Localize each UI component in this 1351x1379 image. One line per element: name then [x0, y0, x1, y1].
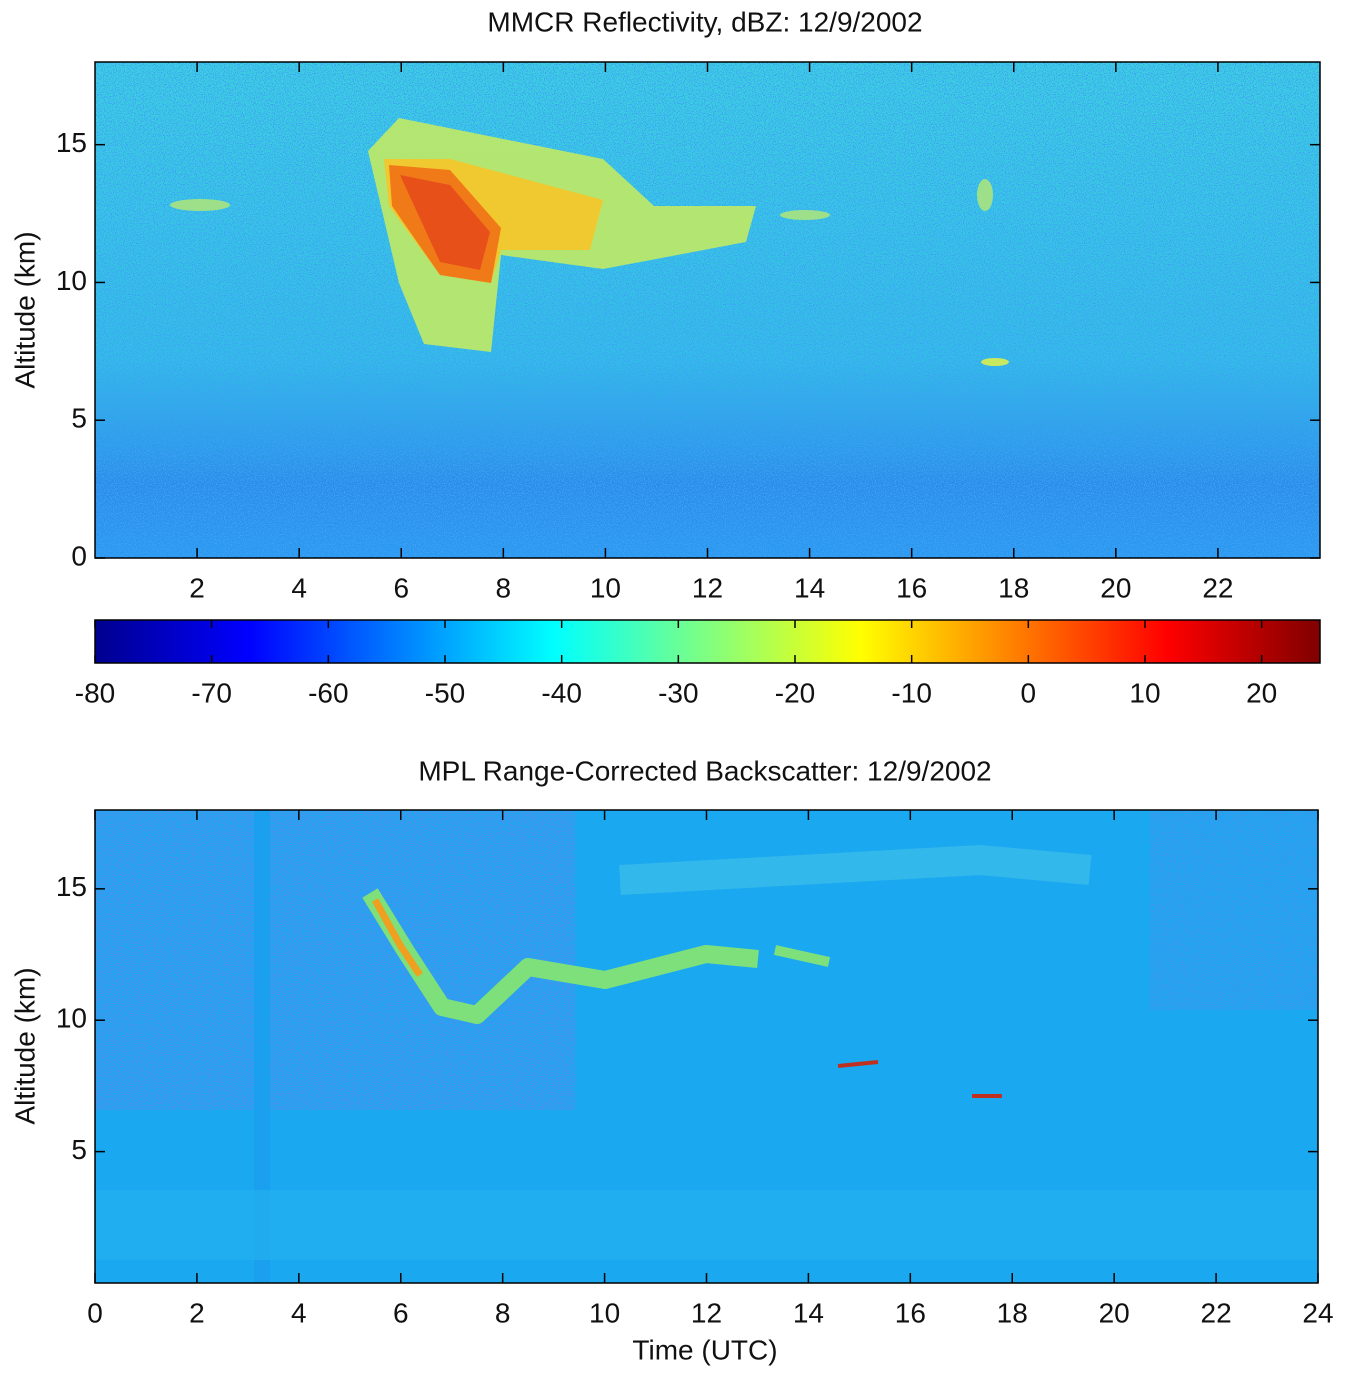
y-tick-label: 15 [56, 871, 87, 902]
y-tick-label: 10 [56, 1003, 87, 1034]
x-tick-label: 20 [1099, 1297, 1130, 1328]
x-tick-label: 10 [589, 1297, 620, 1328]
y-axis-label: Altitude (km) [9, 967, 40, 1124]
x-tick-label: 10 [590, 572, 621, 603]
x-tick-label: 2 [189, 572, 205, 603]
colorbar-tick-label: -20 [775, 677, 815, 708]
colorbar-tick-label: -10 [891, 677, 931, 708]
x-tick-label: 4 [291, 572, 307, 603]
colorbar-tick-label: -50 [425, 677, 465, 708]
x-tick-label: 6 [393, 1297, 409, 1328]
x-tick-label: 2 [189, 1297, 205, 1328]
y-tick-label: 5 [71, 403, 87, 434]
x-tick-label: 22 [1202, 572, 1233, 603]
x-tick-label: 8 [495, 1297, 511, 1328]
y-tick-label: 15 [56, 127, 87, 158]
y-tick-label: 5 [71, 1134, 87, 1165]
x-tick-label: 24 [1302, 1297, 1333, 1328]
x-tick-label: 4 [291, 1297, 307, 1328]
y-tick-label: 10 [56, 265, 87, 296]
x-tick-label: 8 [496, 572, 512, 603]
x-tick-label: 16 [895, 1297, 926, 1328]
colorbar-tick-label: -40 [541, 677, 581, 708]
x-tick-label: 20 [1100, 572, 1131, 603]
backscatter-image [95, 810, 1318, 1283]
x-tick-label: 16 [896, 572, 927, 603]
colorbar-tick-label: -80 [75, 677, 115, 708]
chart-title: MPL Range-Corrected Backscatter: 12/9/20… [418, 755, 991, 786]
x-tick-label: 14 [794, 572, 825, 603]
colorbar-tick-label: -60 [308, 677, 348, 708]
x-tick-label: 6 [393, 572, 409, 603]
x-tick-label: 18 [998, 572, 1029, 603]
x-tick-label: 22 [1201, 1297, 1232, 1328]
colorbar-tick-label: 20 [1246, 677, 1277, 708]
y-tick-label: 0 [71, 540, 87, 571]
x-tick-label: 14 [793, 1297, 824, 1328]
x-tick-label: 0 [87, 1297, 103, 1328]
colorbar [94, 619, 1321, 664]
x-tick-label: 12 [692, 572, 723, 603]
chart-title: MMCR Reflectivity, dBZ: 12/9/2002 [487, 6, 922, 37]
colorbar-tick-label: 10 [1129, 677, 1160, 708]
reflectivity-image [95, 62, 1320, 558]
y-axis-label: Altitude (km) [9, 231, 40, 388]
colorbar-tick-label: -70 [191, 677, 231, 708]
colorbar-tick-label: 0 [1021, 677, 1037, 708]
x-tick-label: 18 [997, 1297, 1028, 1328]
x-axis-label: Time (UTC) [632, 1334, 777, 1365]
x-tick-label: 12 [691, 1297, 722, 1328]
colorbar-tick-label: -30 [658, 677, 698, 708]
